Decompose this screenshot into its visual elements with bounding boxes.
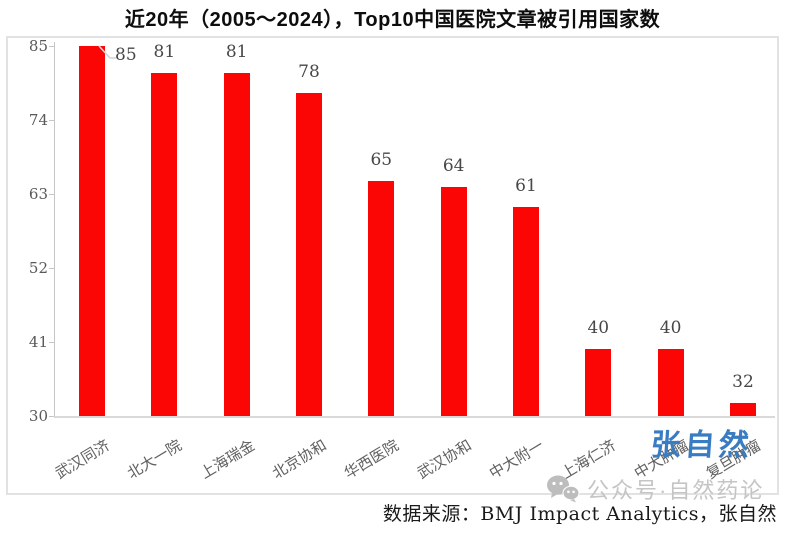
y-tick-label: 52 — [28, 259, 48, 277]
leader-line — [98, 45, 116, 59]
y-axis-line — [54, 42, 55, 416]
bar — [657, 348, 684, 416]
y-tick-mark — [49, 268, 54, 269]
bar-value-label: 64 — [442, 156, 465, 177]
wechat-icon — [546, 475, 580, 503]
bar-value-label: 78 — [298, 62, 320, 83]
y-tick-label: 30 — [28, 407, 48, 425]
bar-value-label: 61 — [515, 176, 537, 197]
bar-value-label: 40 — [659, 317, 682, 338]
bar-value-label: 32 — [732, 371, 754, 392]
y-tick-label: 74 — [28, 111, 48, 129]
bar — [512, 207, 539, 416]
y-tick-label: 63 — [28, 185, 48, 203]
bar — [223, 72, 250, 416]
bar — [368, 180, 395, 416]
y-tick-mark — [49, 194, 54, 195]
bar-value-label: 40 — [587, 317, 610, 338]
y-tick-mark — [49, 416, 54, 417]
bar-value-label: 65 — [370, 149, 393, 170]
plot-area: 30 41 52 63 74 85 85 武汉同济 81 北大一院 81 上海瑞金 78 北京协和 65 华… — [6, 36, 779, 495]
bar — [151, 72, 178, 416]
y-tick-label: 41 — [28, 333, 48, 351]
bar — [295, 93, 322, 416]
x-axis-line — [54, 416, 775, 418]
y-tick-mark — [49, 342, 54, 343]
bar — [585, 348, 612, 416]
y-tick-label: 85 — [28, 37, 48, 55]
bar-value-label: 81 — [153, 41, 176, 62]
data-source-text: 数据来源：BMJ Impact Analytics，张自然 — [382, 503, 777, 525]
bar — [729, 402, 756, 416]
y-tick-mark — [49, 120, 54, 121]
bar-value-label: 85 — [115, 45, 137, 65]
wechat-watermark: 公众号·自然药论 — [546, 473, 764, 505]
wechat-watermark-text: 公众号·自然药论 — [587, 478, 765, 503]
signature-watermark: 张自然 — [649, 429, 754, 462]
bar — [79, 46, 105, 416]
y-tick-mark — [49, 46, 54, 47]
bar-value-label: 81 — [225, 41, 248, 62]
bar — [440, 187, 467, 416]
chart-title: 近20年（2005～2024），Top10中国医院文章被引用国家数 — [124, 9, 661, 31]
